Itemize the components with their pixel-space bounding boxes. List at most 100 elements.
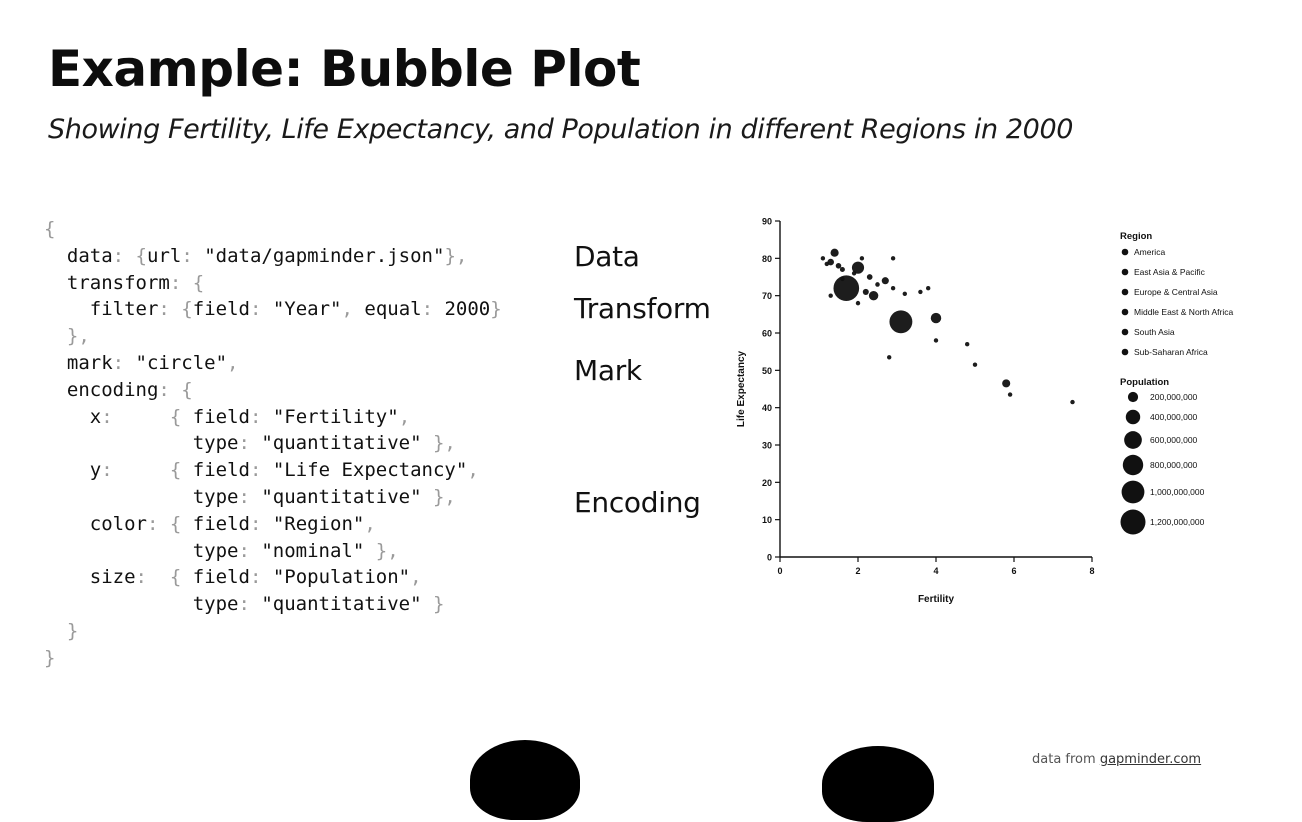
legend-region-entry: Middle East & North Africa	[1134, 307, 1233, 317]
page-title: Example: Bubble Plot	[48, 40, 641, 98]
y-axis-title: Life Expectancy	[736, 350, 747, 427]
data-point	[1070, 399, 1075, 405]
data-point	[918, 289, 923, 295]
code-line: {	[44, 218, 56, 240]
data-point	[840, 276, 845, 282]
code-line: size: { field: "Population",	[44, 566, 422, 589]
data-point	[881, 277, 889, 285]
code-line: y: { field: "Life Expectancy",	[44, 459, 479, 482]
code-line: type: "quantitative" }	[44, 593, 445, 616]
bubble-chart: 0 10 20 30 40 50 60 70 80 90 0 2 4 6 8 Fertility Life Ex…	[736, 217, 1233, 606]
data-point	[851, 271, 857, 276]
data-point	[889, 310, 913, 334]
legend-region-symbol	[1121, 328, 1129, 336]
source-credit: data from gapminder.com	[1032, 752, 1201, 767]
legend-size-entry: 1,200,000,000	[1150, 517, 1205, 527]
data-point	[972, 362, 978, 367]
data-point	[926, 286, 931, 291]
code-line: transform: {	[44, 271, 205, 294]
data-point	[1007, 392, 1013, 397]
data-point	[965, 342, 970, 347]
data-point	[887, 355, 892, 360]
data-point	[833, 275, 860, 302]
legend-region-entry: East Asia & Pacific	[1134, 267, 1206, 277]
code-line: x: { field: "Fertility",	[44, 405, 411, 428]
code-line: filter: {field: "Year", equal: 2000}	[44, 298, 502, 321]
legend-size-symbol	[1127, 391, 1139, 403]
legend-region-symbol	[1121, 248, 1129, 256]
y-tick-label: 10	[762, 515, 772, 525]
code-line: }	[66, 619, 79, 642]
data-point	[827, 258, 834, 266]
y-tick-label: 90	[762, 217, 772, 227]
annotation-transform: Transform	[574, 292, 711, 325]
annotation-encoding: Encoding	[574, 486, 701, 519]
x-tick-label: 6	[1011, 566, 1016, 576]
legend-region-symbol	[1121, 348, 1129, 356]
code-line: type: "quantitative" },	[44, 485, 456, 508]
data-point	[933, 338, 939, 343]
code-line: }	[44, 646, 56, 669]
legend-region-symbol	[1121, 288, 1129, 296]
data-point	[1002, 379, 1011, 388]
y-tick-label: 60	[762, 329, 772, 339]
x-tick-label: 8	[1089, 566, 1094, 576]
data-point	[930, 312, 942, 324]
legend-size-symbol	[1124, 431, 1142, 449]
code-line: mark: "circle",	[44, 351, 239, 374]
data-point	[824, 261, 830, 267]
annotation-data: Data	[574, 240, 640, 273]
y-tick-label: 70	[762, 291, 772, 301]
data-point	[820, 256, 826, 261]
data-point	[862, 288, 869, 295]
code-line: },	[66, 325, 90, 348]
legend-size-entry: 1,000,000,000	[1150, 487, 1205, 497]
legend-size-title: Population	[1120, 377, 1169, 388]
code-line: color: { field: "Region",	[44, 512, 376, 535]
legend-size-symbol	[1121, 480, 1145, 504]
code-line: type: "quantitative" },	[44, 432, 456, 455]
code-line: type: "nominal" },	[44, 539, 399, 562]
x-axis-title: Fertility	[918, 594, 955, 605]
data-point	[868, 290, 879, 301]
legend-region-entry: Sub-Saharan Africa	[1134, 347, 1208, 357]
data-point	[859, 256, 865, 261]
legend-size-symbol	[1120, 509, 1146, 535]
audience-head-silhouette-left	[470, 740, 580, 820]
data-point	[890, 256, 896, 261]
y-tick-label: 40	[762, 403, 772, 413]
audience-head-silhouette-right	[822, 746, 934, 822]
legend-size-symbol	[1125, 409, 1141, 425]
data-point	[902, 291, 907, 296]
legend-size-entry: 800,000,000	[1150, 460, 1198, 470]
code-block: { data: {url: "data/gapminder.json"}, tr…	[44, 216, 502, 672]
y-tick-label: 30	[762, 441, 772, 451]
data-point	[828, 293, 833, 298]
x-tick-label: 2	[855, 566, 860, 576]
data-point	[875, 282, 880, 287]
x-tick-label: 0	[777, 566, 782, 576]
legend-size-symbol	[1122, 454, 1144, 476]
data-point	[835, 263, 842, 269]
legend-region-symbol	[1121, 268, 1129, 276]
source-prefix: data from	[1032, 752, 1100, 767]
x-tick-label: 4	[933, 566, 938, 576]
legend-region-entry: Europe & Central Asia	[1134, 287, 1218, 297]
legend-size-entry: 200,000,000	[1150, 392, 1198, 402]
code-line: encoding: {	[44, 378, 193, 401]
legend-region-entry: America	[1134, 247, 1165, 257]
page-subtitle: Showing Fertility, Life Expectancy, and …	[48, 114, 1073, 145]
data-point	[855, 300, 861, 306]
annotation-mark: Mark	[574, 354, 642, 387]
y-tick-label: 20	[762, 478, 772, 488]
data-point	[890, 286, 896, 291]
source-link[interactable]: gapminder.com	[1099, 752, 1202, 767]
data-point	[830, 248, 839, 257]
data-point	[839, 267, 845, 273]
y-tick-label: 80	[762, 254, 772, 264]
legend-region-entry: South Asia	[1134, 327, 1175, 337]
code-line: data: {url: "data/gapminder.json"},	[44, 244, 468, 267]
data-point	[851, 261, 865, 274]
legend-region-symbol	[1121, 308, 1129, 316]
y-tick-label: 0	[767, 553, 772, 563]
